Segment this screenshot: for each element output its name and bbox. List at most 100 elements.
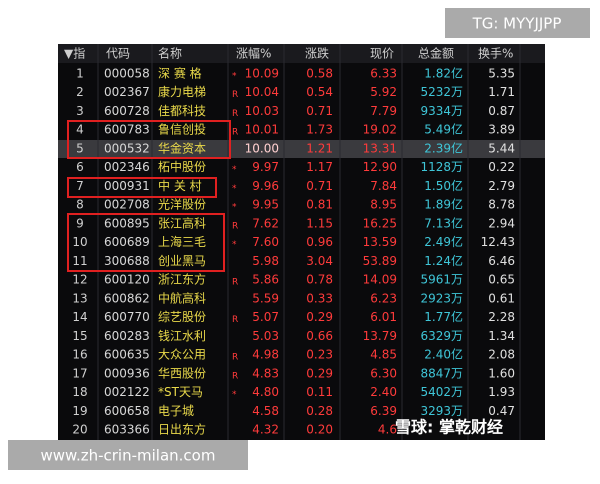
stock-code: 000058 — [104, 67, 150, 81]
row-index: 16 — [72, 348, 87, 362]
change: 0.11 — [306, 385, 333, 399]
change: 1.21 — [306, 141, 333, 155]
stock-name: 鲁信创投 — [158, 122, 206, 137]
amount: 6329万 — [420, 329, 463, 343]
stock-name: 综艺股份 — [158, 310, 206, 324]
stock-code: 000931 — [104, 179, 150, 193]
amount: 1.77亿 — [424, 309, 463, 324]
price: 13.31 — [363, 141, 397, 155]
change: 1.17 — [306, 160, 333, 174]
stock-name: 中航高科 — [158, 290, 206, 305]
stock-code: 603366 — [104, 423, 150, 437]
change-pct: 4.58 — [252, 404, 279, 418]
change: 1.73 — [306, 123, 333, 137]
website: www.zh-crin-milan.com — [41, 447, 216, 465]
price: 13.59 — [363, 235, 397, 249]
column-header: 涨跌 — [305, 46, 329, 61]
column-header: 换手% — [478, 47, 513, 61]
price: 4.6 — [378, 423, 397, 437]
stock-code: 600728 — [104, 104, 150, 118]
change-pct: 10.03 — [245, 104, 279, 118]
change-pct: 4.32 — [252, 423, 279, 437]
stock-code: 600770 — [104, 310, 150, 324]
column-header: 现价 — [370, 47, 394, 61]
change-pct: 4.80 — [252, 385, 279, 399]
flag: * — [232, 390, 237, 400]
stock-name: 中 关 村 — [158, 178, 202, 193]
amount: 1128万 — [420, 160, 463, 174]
price: 7.79 — [370, 104, 397, 118]
turnover: 2.79 — [488, 179, 515, 193]
flag: R — [232, 278, 238, 288]
change-pct: 9.96 — [252, 179, 279, 193]
turnover: 2.28 — [488, 310, 515, 324]
turnover: 2.08 — [488, 348, 515, 362]
flag: * — [232, 72, 237, 82]
row-index: 11 — [72, 254, 87, 268]
price: 13.79 — [363, 329, 397, 343]
turnover: 0.65 — [488, 273, 515, 287]
row-index: 19 — [72, 404, 87, 418]
stock-name: 上海三毛 — [158, 234, 206, 249]
price: 53.89 — [363, 254, 397, 268]
row-index: 20 — [72, 423, 87, 437]
change: 0.29 — [306, 366, 333, 380]
stock-code: 600689 — [104, 235, 150, 249]
change: 0.23 — [306, 348, 333, 362]
stock-name: 光洋股份 — [158, 197, 206, 212]
stock-name: 深 赛 格 — [158, 66, 202, 81]
row-index: 8 — [76, 198, 84, 212]
row-highlight — [58, 140, 545, 158]
change: 0.28 — [306, 404, 333, 418]
amount: 1.24亿 — [424, 253, 463, 268]
amount: 2923万 — [420, 291, 463, 305]
change: 0.71 — [306, 179, 333, 193]
amount: 5961万 — [420, 273, 463, 287]
row-index: 10 — [72, 235, 87, 249]
change-pct: 7.60 — [252, 235, 279, 249]
change-pct: 9.95 — [252, 198, 279, 212]
flag: R — [232, 315, 238, 325]
price: 14.09 — [363, 273, 397, 287]
stock-code: 002346 — [104, 160, 150, 174]
flag: * — [232, 165, 237, 175]
amount: 8847万 — [420, 366, 463, 380]
change-pct: 10.09 — [245, 67, 279, 81]
amount: 1.82亿 — [424, 66, 463, 81]
change: 0.58 — [306, 67, 333, 81]
change-pct: 5.86 — [252, 273, 279, 287]
change: 0.71 — [306, 104, 333, 118]
turnover: 6.46 — [488, 254, 515, 268]
column-header: ▼指 — [64, 46, 85, 61]
change-pct: 10.00 — [245, 141, 279, 155]
highlight-box — [67, 213, 225, 272]
change-pct: 7.62 — [252, 216, 279, 230]
stock-code: 600658 — [104, 404, 150, 418]
row-index: 7 — [76, 179, 84, 193]
price: 2.40 — [370, 385, 397, 399]
website-box — [8, 440, 248, 470]
stock-name: 创业黑马 — [158, 254, 206, 268]
flag: R — [232, 90, 238, 100]
flag: * — [232, 240, 237, 250]
stock-code: 600635 — [104, 348, 150, 362]
row-index: 4 — [76, 123, 84, 137]
change: 0.20 — [306, 423, 333, 437]
stock-code: 600120 — [104, 273, 150, 287]
price: 4.85 — [370, 348, 397, 362]
highlight-box — [67, 177, 217, 198]
stock-name: 华金资本 — [158, 140, 206, 155]
stock-name: 华西股份 — [158, 366, 206, 380]
change-pct: 5.59 — [252, 291, 279, 305]
flag: R — [232, 221, 238, 231]
highlight-box — [67, 120, 231, 159]
turnover: 3.89 — [488, 123, 515, 137]
column-header: 总金额 — [418, 46, 454, 61]
change-pct: 5.03 — [252, 329, 279, 343]
turnover: 1.34 — [488, 329, 515, 343]
price: 5.92 — [370, 85, 397, 99]
change-pct: 4.83 — [252, 366, 279, 380]
flag: * — [232, 184, 237, 194]
flag: * — [232, 203, 237, 213]
row-index: 6 — [76, 160, 84, 174]
